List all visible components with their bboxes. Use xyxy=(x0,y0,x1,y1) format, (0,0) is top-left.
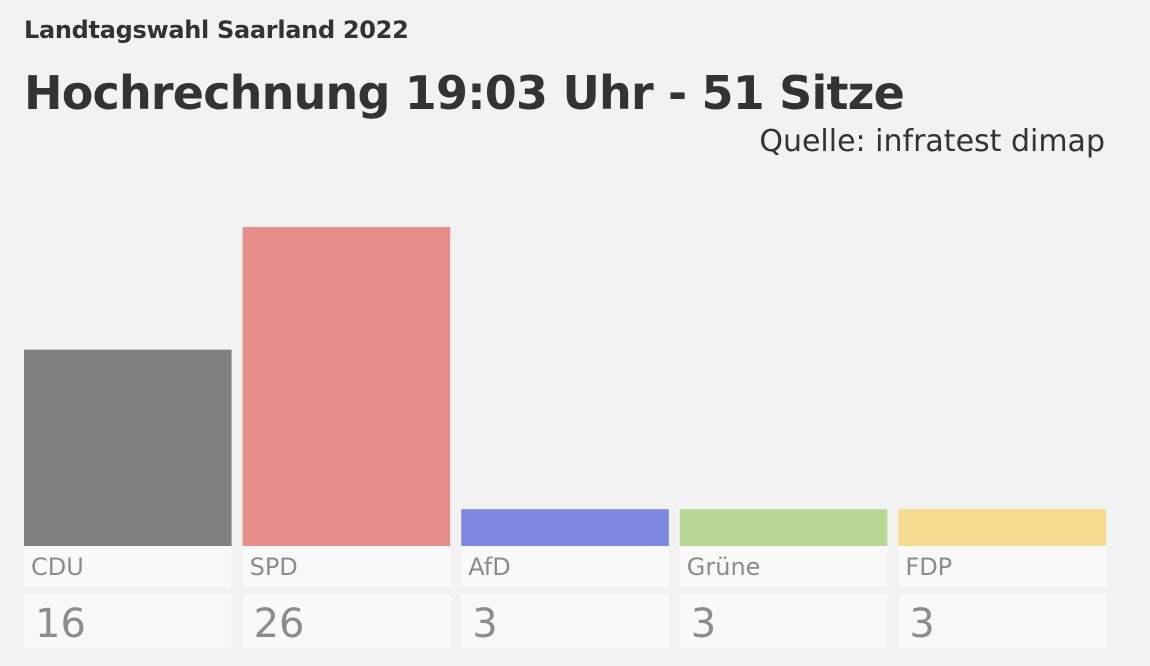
category-box-afd xyxy=(461,546,669,587)
bar-afd xyxy=(461,509,669,546)
value-label-afd: 3 xyxy=(472,601,497,647)
value-box-cdu xyxy=(24,594,232,648)
bar-gr-ne xyxy=(679,509,888,546)
value-box-spd xyxy=(242,594,451,648)
value-label-fdp: 3 xyxy=(909,601,934,647)
category-label-cdu: CDU xyxy=(31,553,84,581)
category-box-spd xyxy=(242,546,451,587)
chart-supertitle: Landtagswahl Saarland 2022 xyxy=(24,16,409,44)
value-box-gr-ne xyxy=(679,594,888,648)
category-box-gr-ne xyxy=(679,546,888,587)
chart-source: Quelle: infratest dimap xyxy=(759,124,1105,159)
value-box-fdp xyxy=(898,594,1106,648)
value-label-spd: 26 xyxy=(254,601,305,647)
value-label-gr-ne: 3 xyxy=(691,601,716,647)
category-box-fdp xyxy=(898,546,1106,587)
category-label-gr-ne: Grüne xyxy=(687,553,761,581)
bar-cdu xyxy=(24,349,232,546)
category-label-fdp: FDP xyxy=(905,553,952,581)
bar-spd xyxy=(242,227,451,546)
category-box-cdu xyxy=(24,546,232,587)
bar-fdp xyxy=(898,509,1106,546)
category-label-spd: SPD xyxy=(250,553,298,581)
value-box-afd xyxy=(461,594,669,648)
category-label-afd: AfD xyxy=(468,553,511,581)
chart-title: Hochrechnung 19:03 Uhr - 51 Sitze xyxy=(24,66,905,120)
value-label-cdu: 16 xyxy=(35,601,86,647)
